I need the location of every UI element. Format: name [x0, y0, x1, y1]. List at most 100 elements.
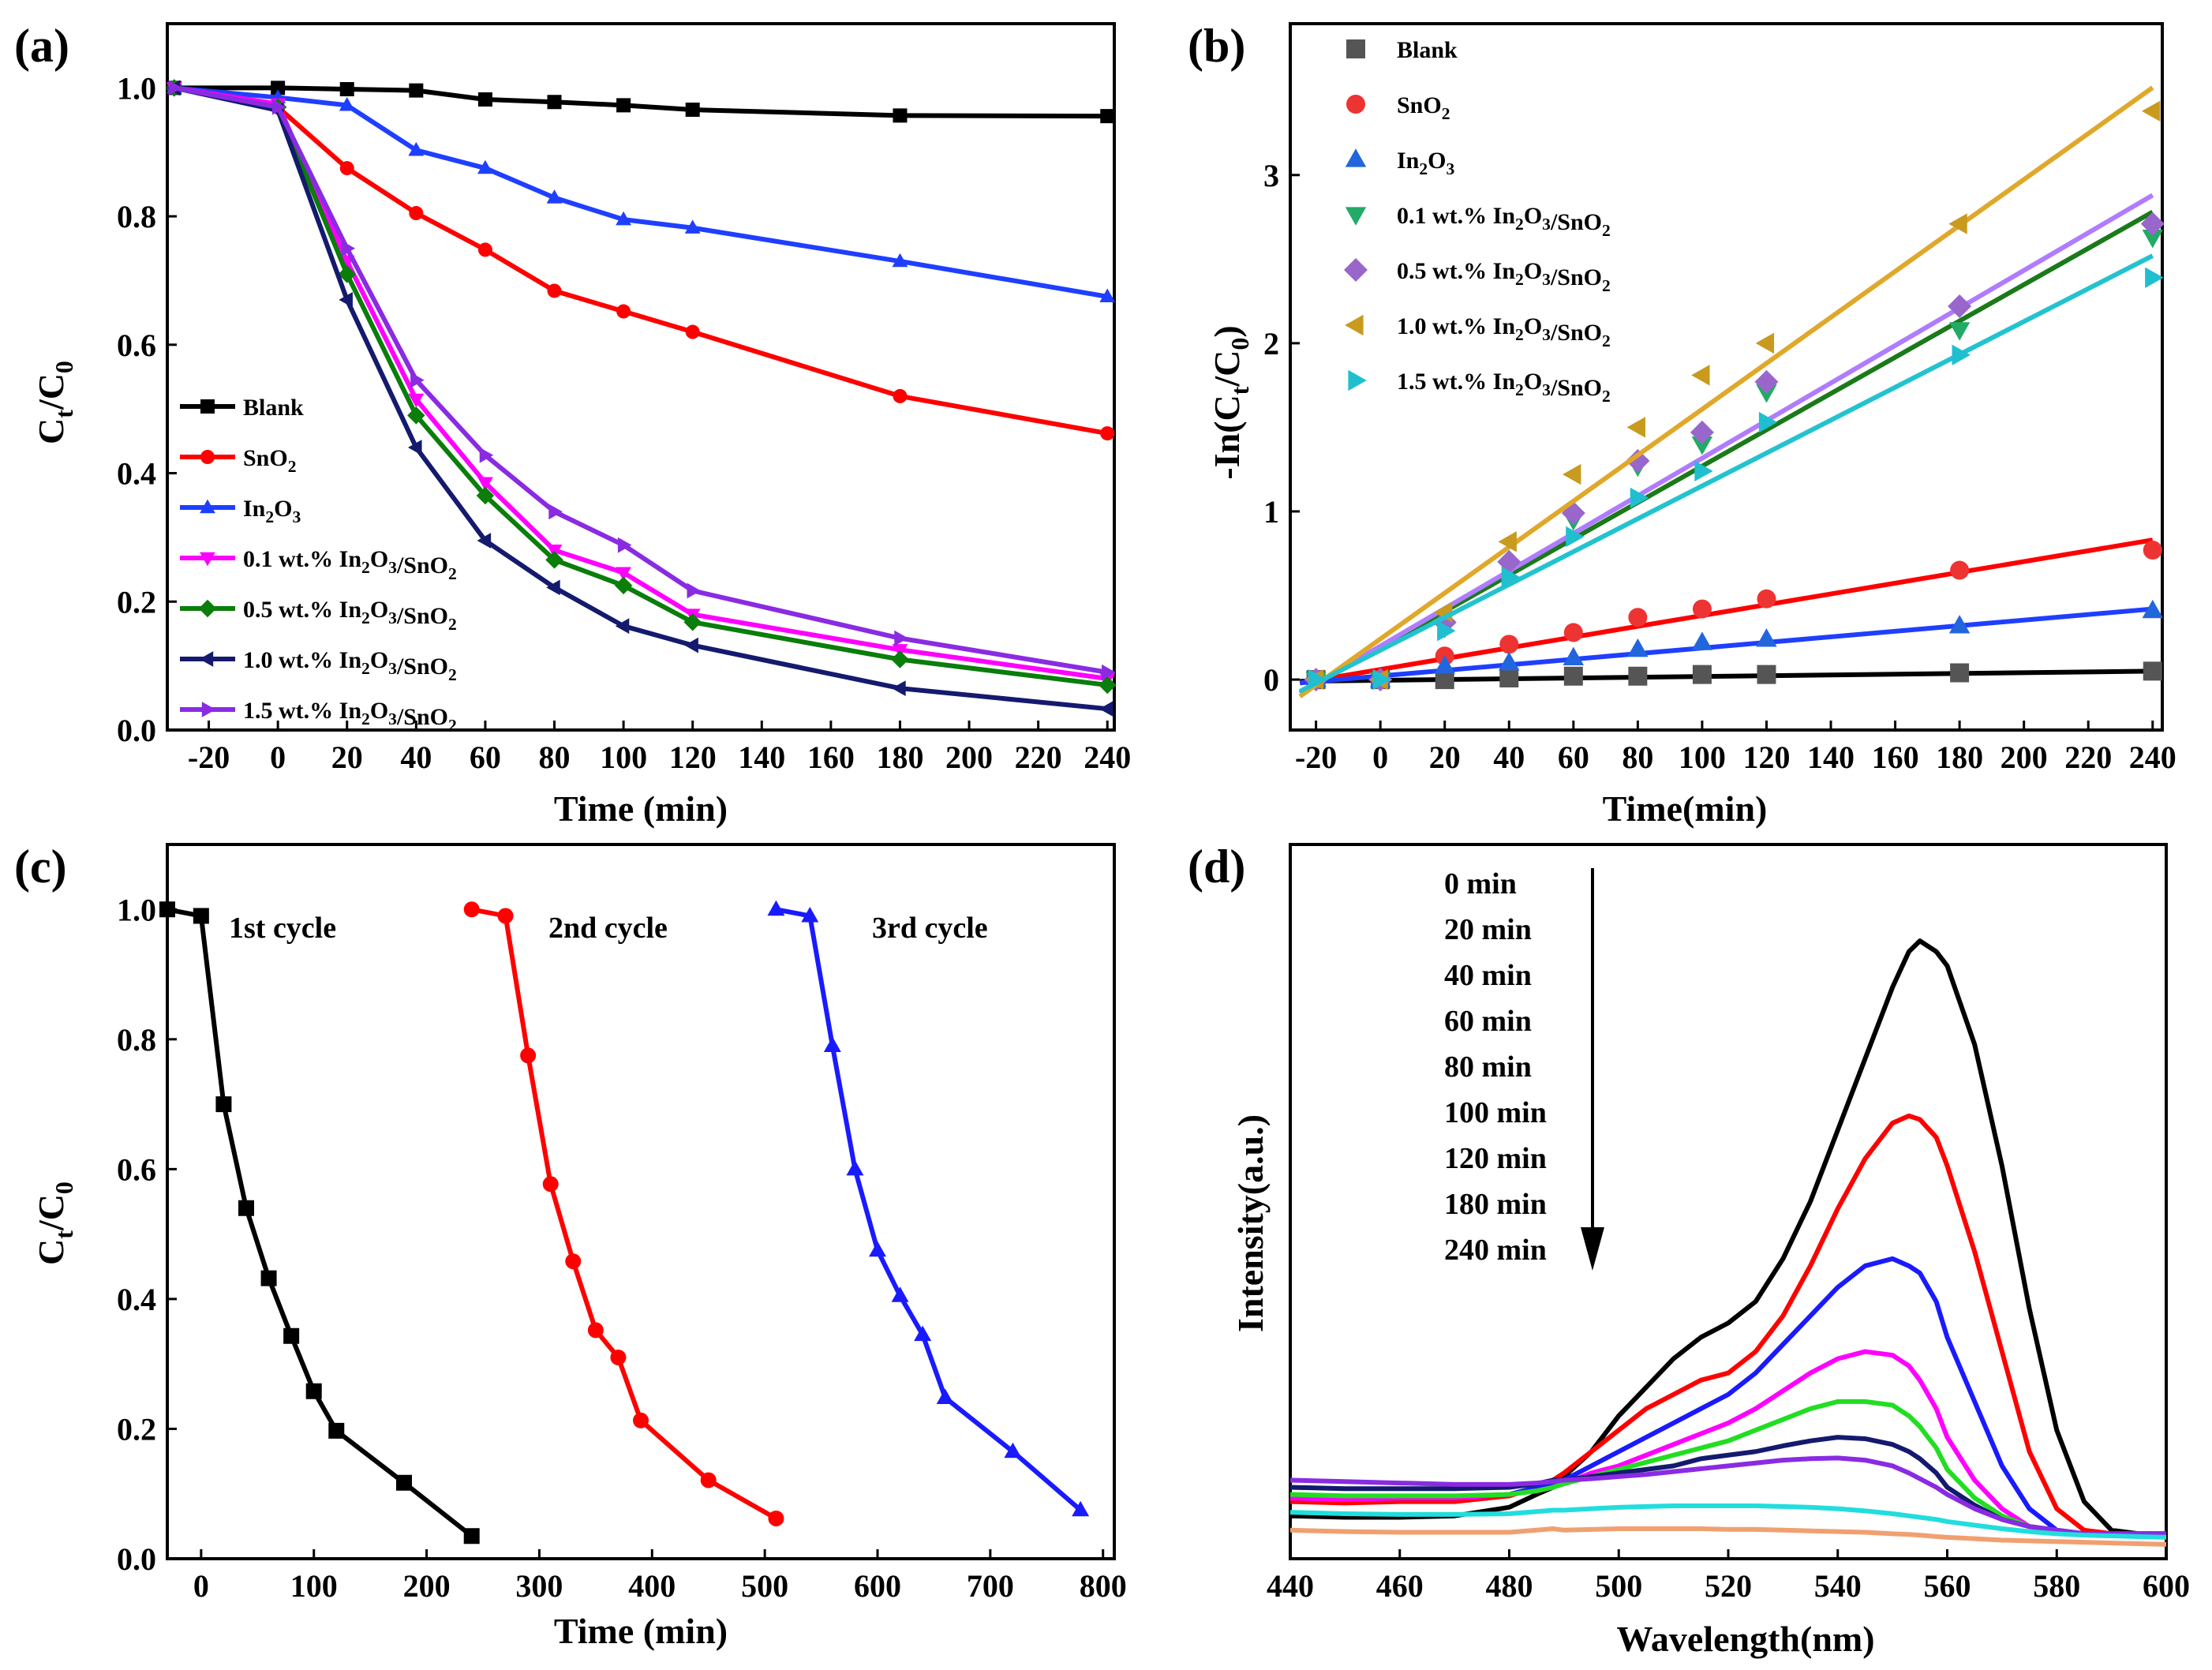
data-point-1-0-wt-in2o3-sno2	[1691, 365, 1710, 386]
legend-label: 0.1 wt.% In2O3/SnO2	[1397, 203, 1611, 240]
panel-a: (a) -20 0 20 40 60 80 100 120 140 160 180 200 220 240…	[14, 20, 1131, 829]
data-point-blank	[1692, 665, 1712, 684]
y-tick-label: 0.8	[117, 199, 156, 234]
data-point-in2o3	[1756, 628, 1777, 647]
panel-label-a: (a)	[14, 20, 69, 72]
data-point-0-5-wt-in2o3-sno2	[1948, 294, 1972, 318]
data-point-1st-cycle	[305, 1383, 322, 1399]
data-point-blank	[685, 103, 700, 118]
plot-area-b: -20 0 20 40 60 80 100 120 140 160 180 200 220 2400123…	[1263, 22, 2176, 775]
x-tick-label: 80	[539, 740, 571, 775]
plot-frame	[166, 843, 1116, 1560]
data-point-sno2	[1100, 426, 1115, 441]
x-tick-label: 220	[2064, 740, 2112, 775]
legend-label-part: In	[1493, 369, 1516, 395]
data-point-2nd-cycle	[520, 1047, 537, 1064]
x-tick-label: 20	[331, 740, 363, 775]
data-point-1st-cycle	[396, 1474, 412, 1491]
data-point-0-5-wt-in2o3-sno2	[683, 613, 702, 631]
x-tick-label: 100	[290, 1568, 338, 1604]
data-point-1-0-wt-in2o3-sno2	[546, 579, 560, 596]
data-point-1-0-wt-in2o3-sno2	[2141, 100, 2161, 122]
data-point-1-5-wt-in2o3-sno2	[548, 504, 563, 520]
data-point-0-5-wt-in2o3-sno2	[545, 551, 563, 569]
legend-label-part: In	[1493, 203, 1516, 229]
legend-label-sub: 3	[1542, 380, 1551, 399]
data-point-1st-cycle	[328, 1422, 345, 1439]
legend-label-part: 0.1 wt.%	[243, 546, 339, 572]
y-tick-label: 0.8	[117, 1022, 156, 1058]
legend-label-sub: 2	[1515, 270, 1524, 289]
data-point-0-1-wt-in2o3-sno2	[616, 567, 632, 582]
data-point-0-5-wt-in2o3-sno2	[1690, 420, 1714, 444]
data-point-3rd-cycle	[767, 900, 785, 916]
legend-label-part: In	[339, 546, 362, 572]
x-tick-label: 400	[628, 1568, 676, 1604]
legend-label-sub: 2	[361, 608, 370, 627]
data-point-in2o3	[546, 189, 563, 204]
legend-label: 120 min	[1444, 1142, 1547, 1175]
legend-label-part: O	[274, 496, 292, 522]
data-point-0-5-wt-in2o3-sno2	[1754, 369, 1779, 394]
series-line-3rd-cycle	[775, 907, 1083, 1512]
legend-marker	[1345, 314, 1364, 336]
series-2nd-cycle	[463, 901, 784, 1526]
arrow-head-icon	[1581, 1227, 1604, 1271]
legend-marker	[201, 702, 216, 717]
legend-label-sub: 3	[1542, 215, 1551, 234]
data-point-1st-cycle	[159, 901, 175, 918]
data-point-sno2	[339, 161, 354, 176]
series-1-0-wt-in2o3-sno2	[166, 80, 1113, 717]
panel-b: (b) -20 0 20 40 60 80 100 120 140 160 180 200 220 240…	[1188, 20, 2176, 829]
legend-label-part: 0.5 wt.%	[243, 597, 339, 623]
legend-label-sub: 2	[361, 659, 370, 678]
plot-frame	[1289, 843, 2168, 1560]
x-tick-label: 160	[1872, 740, 1919, 775]
x-tick-label: 520	[1705, 1568, 1752, 1604]
legend-label: 1.0 wt.% In2O3/SnO2	[243, 647, 457, 684]
data-point-blank	[616, 98, 631, 113]
data-point-1-0-wt-in2o3-sno2	[684, 637, 698, 653]
series-line-1-0-wt-in2o3-sno2	[174, 85, 1108, 712]
data-point-0-1-wt-in2o3-sno2	[408, 393, 425, 408]
legend-label-part: O	[370, 597, 388, 623]
legend-marker	[200, 399, 215, 414]
legend-label-part: In	[339, 647, 362, 673]
x-tick-label: 500	[1595, 1568, 1642, 1604]
data-point-0-5-wt-in2o3-sno2	[2140, 212, 2165, 236]
legend-label-part: /	[1550, 375, 1558, 401]
data-point-1-5-wt-in2o3-sno2	[168, 80, 183, 96]
data-point-in2o3	[1948, 615, 1971, 634]
data-point-3rd-cycle	[869, 1241, 886, 1257]
x-tick-label: 200	[403, 1568, 451, 1604]
y-tick-label: 0.2	[117, 1411, 156, 1447]
data-point-1st-cycle	[215, 1096, 232, 1113]
panel-label-b: (b)	[1188, 20, 1245, 72]
data-point-in2o3	[339, 96, 355, 111]
legend-label-part: /	[1550, 264, 1558, 290]
x-tick-label: 100	[600, 740, 647, 775]
legend-label-part: In	[1493, 313, 1516, 339]
legend-label-sub: 2	[1442, 104, 1450, 123]
legend-label-sub: 2	[1602, 331, 1611, 350]
y-tick-label: 2	[1263, 326, 1279, 361]
legend-marker	[198, 599, 217, 618]
data-point-in2o3	[684, 219, 701, 234]
data-point-blank	[1757, 665, 1776, 684]
legend-label-sub: 3	[388, 558, 397, 577]
legend-label-part: O	[370, 647, 388, 673]
data-point-in2o3	[1434, 655, 1455, 674]
legend-d: 0 min 20 min 40 min 60 min 80 min 100 min 120 …	[1444, 867, 1604, 1271]
data-point-in2o3	[477, 159, 493, 174]
legend-label-part: SnO	[1557, 375, 1602, 401]
data-point-1-0-wt-in2o3-sno2	[892, 680, 906, 697]
y-tick-label: 0.6	[117, 328, 156, 363]
plot-area-d: 440 460 480 500 520 540 560 580 600 0 min 20 min 40…	[1267, 843, 2190, 1604]
legend-label-sub: 2	[1515, 380, 1524, 399]
y-axis-label-c: Ct/C0	[31, 1181, 78, 1265]
data-point-blank	[2143, 661, 2162, 681]
x-tick-label: 60	[1558, 740, 1589, 775]
data-point-blank	[477, 92, 492, 107]
y-axis-label-b: -In(Ct/C0)	[1207, 325, 1254, 479]
